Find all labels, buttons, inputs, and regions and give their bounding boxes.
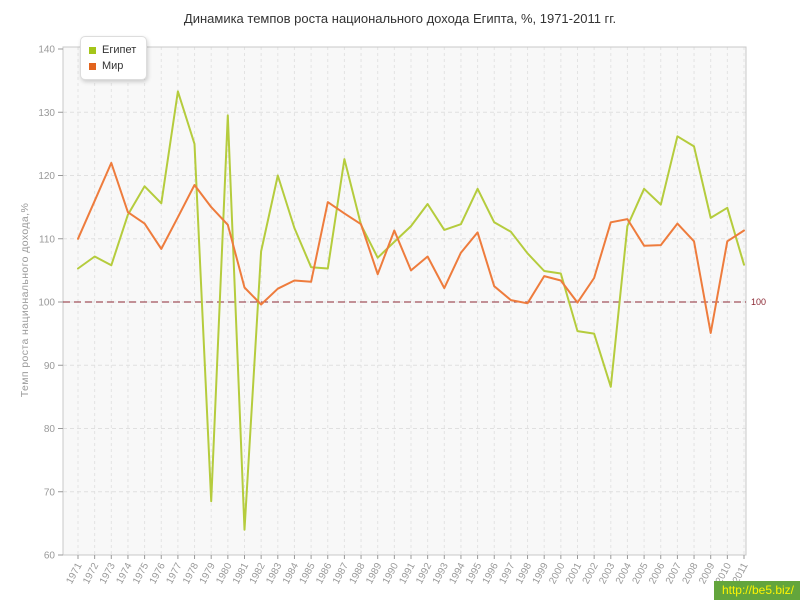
egypt-line [77, 90, 745, 531]
y-tick-label: 60 [44, 551, 56, 562]
y-axis-title: Темп роста национального дохода,% [19, 202, 31, 398]
plot-frame [62, 46, 747, 556]
legend-label-world: Мир [102, 60, 124, 72]
watermark-link[interactable]: http://be5.biz/ [713, 581, 800, 600]
y-tick-label: 110 [39, 234, 55, 245]
y-tick-label: 140 [38, 45, 55, 56]
legend: Египет Мир [80, 36, 148, 80]
y-tick-label: 90 [44, 361, 56, 372]
y-tick-label: 80 [44, 424, 56, 435]
y-tick-label: 120 [38, 171, 55, 182]
legend-item-world: Мир [89, 58, 136, 74]
egypt-series-swatch [89, 46, 96, 54]
legend-label-egypt: Египет [102, 44, 137, 56]
chart-title: Динамика темпов роста национального дохо… [183, 11, 617, 26]
world-series-swatch [89, 62, 96, 70]
y-tick-label: 130 [38, 108, 55, 119]
plot-area [63, 47, 746, 555]
reference-line-label: 100 [751, 297, 766, 307]
y-tick-label: 70 [44, 487, 56, 498]
y-tick-label: 100 [38, 298, 55, 309]
world-line [77, 161, 745, 334]
legend-item-egypt: Египет [89, 42, 136, 58]
